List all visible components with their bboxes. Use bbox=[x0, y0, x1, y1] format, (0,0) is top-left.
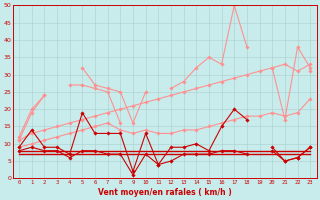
X-axis label: Vent moyen/en rafales ( km/h ): Vent moyen/en rafales ( km/h ) bbox=[98, 188, 231, 197]
